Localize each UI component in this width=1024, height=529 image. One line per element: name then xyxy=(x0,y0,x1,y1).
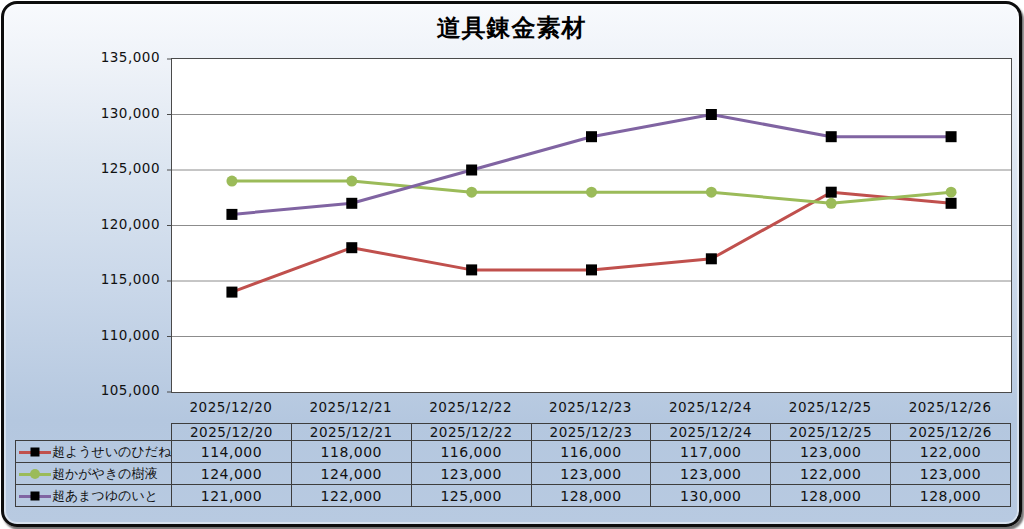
table-date-header: 2025/12/25 xyxy=(771,424,891,441)
data-table: 2025/12/202025/12/212025/12/222025/12/23… xyxy=(15,423,1011,507)
value-cell: 122,000 xyxy=(891,441,1011,463)
table-corner-cell xyxy=(16,424,172,441)
legend-swatch-circle-icon xyxy=(19,468,51,480)
data-point-marker xyxy=(706,109,717,120)
legend-marker-icon xyxy=(31,447,40,456)
table-date-header: 2025/12/22 xyxy=(411,424,531,441)
data-point-marker xyxy=(826,187,837,198)
x-axis-category-label: 2025/12/26 xyxy=(890,399,1010,416)
y-axis-tick-label: 105,000 xyxy=(4,382,160,400)
legend-marker-icon xyxy=(31,491,40,500)
value-cell: 123,000 xyxy=(651,463,771,485)
legend-cell: 超あまつゆのいと xyxy=(16,485,172,507)
legend-swatch-square-icon xyxy=(19,490,51,502)
y-axis-tick-label: 110,000 xyxy=(4,327,160,345)
series-line xyxy=(232,192,951,292)
data-point-marker xyxy=(706,187,717,198)
value-cell: 123,000 xyxy=(411,463,531,485)
x-axis-category-label: 2025/12/22 xyxy=(411,399,531,416)
line-chart xyxy=(172,59,1011,392)
legend-swatch-square-icon xyxy=(19,446,51,458)
table-date-header: 2025/12/23 xyxy=(531,424,651,441)
y-axis-tick-label: 120,000 xyxy=(4,216,160,234)
series-line xyxy=(232,115,951,215)
data-point-marker xyxy=(946,187,957,198)
series-name: 超あまつゆのいと xyxy=(52,488,158,503)
value-cell: 118,000 xyxy=(291,441,411,463)
series-name: 超かがやきの樹液 xyxy=(52,466,158,481)
legend-cell: 超かがやきの樹液 xyxy=(16,463,172,485)
x-axis-category-label: 2025/12/23 xyxy=(531,399,651,416)
table-row: 超あまつゆのいと121,000122,000125,000128,000130,… xyxy=(16,485,1011,507)
value-cell: 121,000 xyxy=(172,485,292,507)
y-axis-tick-label: 115,000 xyxy=(4,271,160,289)
value-cell: 123,000 xyxy=(771,441,891,463)
table-row: 超かがやきの樹液124,000124,000123,000123,000123,… xyxy=(16,463,1011,485)
legend-cell: 超ようせいのひだね xyxy=(16,441,172,463)
value-cell: 124,000 xyxy=(172,463,292,485)
data-point-marker xyxy=(586,131,597,142)
table-date-header: 2025/12/20 xyxy=(172,424,292,441)
x-axis-category-label: 2025/12/21 xyxy=(291,399,411,416)
legend-marker-icon xyxy=(30,469,40,479)
table-header-row: 2025/12/202025/12/212025/12/222025/12/23… xyxy=(16,424,1011,441)
data-point-marker xyxy=(946,198,957,209)
value-cell: 117,000 xyxy=(651,441,771,463)
value-cell: 128,000 xyxy=(771,485,891,507)
value-cell: 114,000 xyxy=(172,441,292,463)
value-cell: 122,000 xyxy=(771,463,891,485)
series-name: 超ようせいのひだね xyxy=(52,444,171,459)
x-axis-category-label: 2025/12/20 xyxy=(171,399,291,416)
x-axis-category-label: 2025/12/25 xyxy=(770,399,890,416)
table-date-header: 2025/12/26 xyxy=(891,424,1011,441)
data-point-marker xyxy=(346,176,357,187)
y-axis-tick-label: 125,000 xyxy=(4,160,160,178)
chart-panel: 道具錬金素材 135,000 130,000 125,000 120,000 115,0… xyxy=(1,1,1022,527)
value-cell: 124,000 xyxy=(291,463,411,485)
value-cell: 123,000 xyxy=(891,463,1011,485)
value-cell: 123,000 xyxy=(531,463,651,485)
value-cell: 116,000 xyxy=(531,441,651,463)
y-axis-tick-label: 130,000 xyxy=(4,105,160,123)
data-point-marker xyxy=(586,187,597,198)
y-axis-tick-label: 135,000 xyxy=(4,49,160,67)
table-date-header: 2025/12/21 xyxy=(291,424,411,441)
chart-title: 道具錬金素材 xyxy=(4,12,1019,44)
x-axis-category-label: 2025/12/24 xyxy=(650,399,770,416)
data-point-marker xyxy=(226,176,237,187)
table-date-header: 2025/12/24 xyxy=(651,424,771,441)
data-point-marker xyxy=(346,198,357,209)
value-cell: 128,000 xyxy=(891,485,1011,507)
data-point-marker xyxy=(826,131,837,142)
data-point-marker xyxy=(706,253,717,264)
data-point-marker xyxy=(466,187,477,198)
table-row: 超ようせいのひだね114,000118,000116,000116,000117… xyxy=(16,441,1011,463)
data-point-marker xyxy=(226,287,237,298)
plot-area xyxy=(171,58,1012,393)
value-cell: 125,000 xyxy=(411,485,531,507)
value-cell: 116,000 xyxy=(411,441,531,463)
data-point-marker xyxy=(586,264,597,275)
value-cell: 128,000 xyxy=(531,485,651,507)
data-point-marker xyxy=(466,165,477,176)
data-point-marker xyxy=(466,264,477,275)
data-point-marker xyxy=(826,198,837,209)
data-point-marker xyxy=(226,209,237,220)
data-point-marker xyxy=(946,131,957,142)
value-cell: 122,000 xyxy=(291,485,411,507)
data-point-marker xyxy=(346,242,357,253)
value-cell: 130,000 xyxy=(651,485,771,507)
